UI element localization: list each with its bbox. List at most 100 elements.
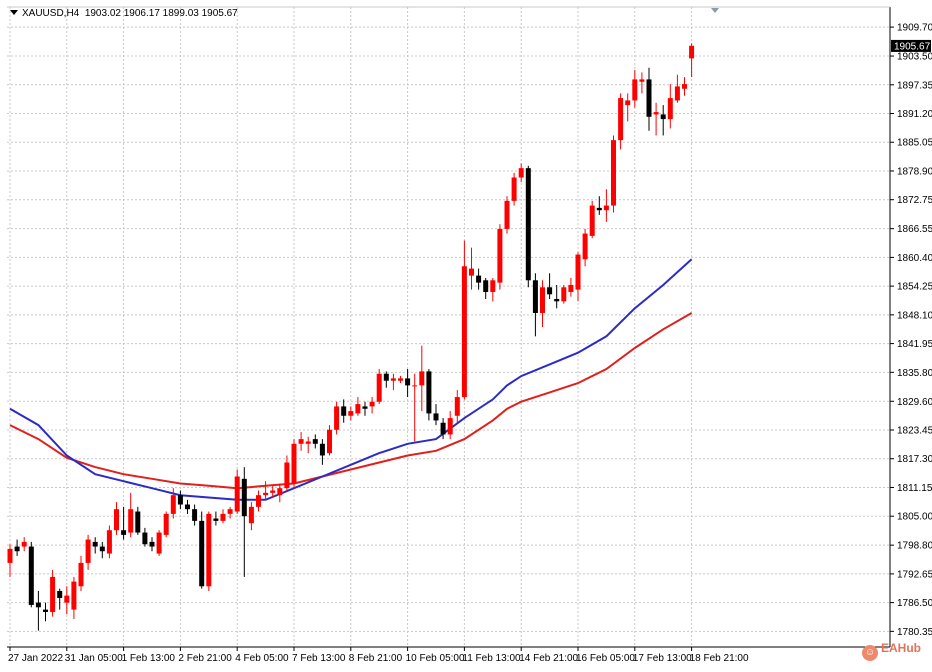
candle-body	[376, 373, 382, 402]
candle-body	[518, 168, 524, 178]
candle	[234, 469, 240, 514]
candle-body	[461, 266, 467, 398]
candle-body	[674, 86, 680, 101]
candle	[43, 602, 48, 622]
candle-body	[192, 509, 198, 521]
candle-body	[454, 397, 460, 416]
time-axis: 27 Jan 2022 31 Jan 05:001 Feb 13:00 2 Feb …	[8, 647, 749, 664]
x-tick-label: 2 Feb 21:00	[178, 653, 232, 664]
candle	[291, 439, 297, 489]
candle-body	[128, 509, 134, 533]
candle-body	[106, 530, 112, 554]
candle	[589, 200, 595, 239]
candle-body	[213, 518, 219, 521]
y-tick-label: 1866.55	[897, 224, 932, 235]
candle-body	[241, 478, 247, 517]
collapse-triangle-icon[interactable]	[10, 10, 18, 15]
candle-body	[43, 609, 48, 612]
x-tick-label: 8 Feb 21:00	[349, 653, 403, 664]
y-tick-label: 1792.65	[897, 569, 932, 580]
y-tick-label: 1786.50	[897, 598, 932, 609]
x-tick-label: 27 Jan 2022	[8, 653, 63, 664]
candle-body	[575, 254, 581, 290]
candle	[596, 196, 602, 215]
candle	[177, 490, 183, 510]
price-axis: 1909.70 1903.50 1897.35 1891.20 1885.05 1878.…	[890, 23, 932, 638]
current-price-tag: 1905.67	[891, 39, 931, 52]
candle	[532, 273, 538, 337]
price-tag-box	[891, 39, 931, 52]
candle-body	[71, 581, 77, 610]
x-tick-label: 4 Feb 05:00	[235, 653, 289, 664]
candle	[426, 369, 432, 421]
candle	[469, 247, 474, 290]
candle	[135, 506, 141, 535]
candle	[334, 401, 340, 435]
y-tick-label: 1903.50	[897, 52, 932, 63]
candle	[362, 401, 368, 416]
candle	[433, 404, 439, 426]
candle	[419, 345, 425, 412]
candle-body	[149, 541, 155, 547]
x-tick-label: 1 Feb 13:00	[122, 653, 176, 664]
candle	[412, 373, 418, 442]
candle-body	[362, 406, 368, 409]
candle-body	[611, 140, 616, 206]
candle	[227, 506, 233, 519]
ma-slow-path	[9, 312, 693, 490]
eahub-logo-icon: ☺	[862, 645, 878, 661]
candle	[50, 569, 56, 617]
candle-body	[440, 422, 446, 435]
candle-body	[170, 495, 176, 514]
candle-body	[589, 205, 595, 236]
candle-body	[348, 411, 354, 416]
candle-body	[234, 476, 240, 512]
x-tick-label: 11 Feb 13:00	[462, 653, 521, 664]
candle	[256, 490, 261, 512]
candle-body	[50, 576, 56, 612]
candle-body	[476, 275, 482, 283]
candle-body	[85, 539, 91, 563]
candle-body	[28, 546, 34, 605]
candle-body	[78, 562, 84, 587]
candle	[383, 371, 389, 388]
candle-body	[355, 404, 361, 414]
candle	[114, 502, 119, 535]
candle-body	[660, 114, 666, 120]
candle	[192, 504, 198, 526]
candle	[405, 369, 411, 398]
candle-body	[483, 280, 489, 292]
candle-body	[653, 112, 659, 115]
candle-body	[561, 287, 567, 302]
candle-body	[469, 268, 474, 276]
candle	[575, 252, 581, 302]
y-tick-label: 1823.45	[897, 426, 932, 437]
candle	[369, 397, 375, 414]
candle-body	[291, 443, 297, 484]
candle	[263, 481, 269, 500]
candle-body	[142, 532, 148, 545]
candle-body	[21, 541, 27, 547]
candle-body	[305, 441, 311, 444]
candle-body	[35, 602, 41, 608]
candle	[547, 273, 553, 299]
candle-body	[603, 205, 609, 211]
y-tick-label: 1835.80	[897, 368, 932, 379]
candle-body	[369, 401, 375, 407]
candle	[660, 105, 666, 136]
candle-body	[319, 443, 325, 456]
ma-slow-line	[9, 312, 693, 490]
candle	[121, 506, 127, 540]
candle	[667, 84, 673, 129]
candle	[241, 467, 247, 577]
candle	[128, 492, 134, 538]
candle	[277, 483, 283, 503]
candle	[611, 135, 616, 213]
candle-body	[390, 378, 396, 381]
candle	[142, 527, 148, 547]
candle-body	[504, 200, 510, 229]
x-tick-label: 31 Jan 05:00	[65, 653, 123, 664]
candle-body	[99, 546, 105, 552]
